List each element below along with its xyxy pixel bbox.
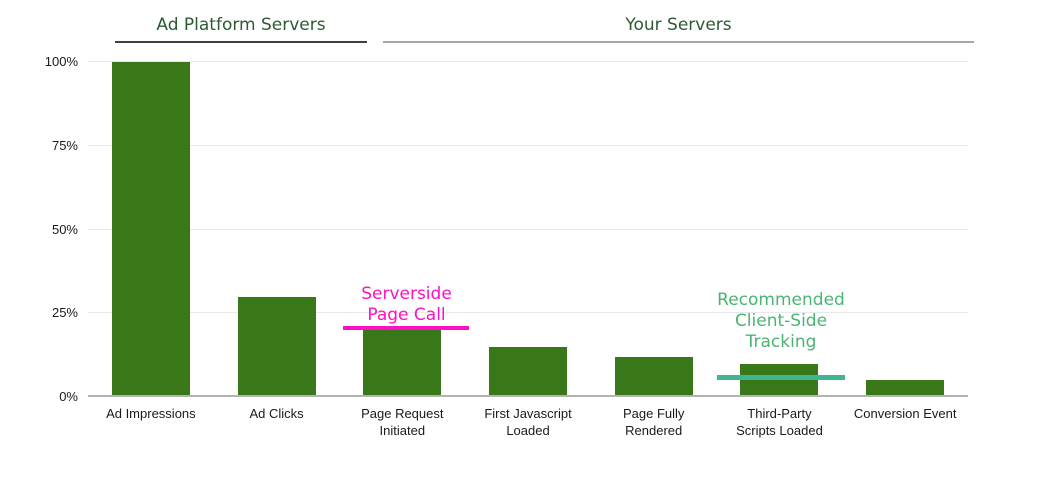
group-title-your-servers: Your Servers xyxy=(383,13,974,43)
plot-area xyxy=(88,61,968,397)
x-axis-line xyxy=(88,395,968,397)
annotation-recommended-line-2: Client-Side xyxy=(734,311,828,331)
annotation-text-0: Serverside Page Call xyxy=(336,284,477,326)
bar-page-request-initiated xyxy=(363,330,442,397)
annotation-text-1: Recommended Client-Side Tracking xyxy=(701,290,861,353)
gridline-50 xyxy=(88,228,968,230)
x-axis-label-page-request-initiated: Page Request Initiated xyxy=(361,406,444,438)
annotation-line-1 xyxy=(717,375,845,380)
y-axis: 0% 25% 50% 75% 100% xyxy=(0,54,78,404)
bar-ad-clicks xyxy=(237,296,316,397)
bar-page-fully-rendered xyxy=(614,356,693,397)
bar-third-party-scripts-loaded xyxy=(740,363,819,397)
x-axis-label-third-party-scripts-loaded: Third-Party Scripts Loaded xyxy=(736,406,823,438)
bar-slot-conversion-event xyxy=(842,62,968,397)
bars-row xyxy=(88,62,968,397)
bar-slot-ad-impressions xyxy=(88,62,214,397)
gridline-100 xyxy=(88,61,968,62)
annotation-serverside-line-1: Serverside xyxy=(361,284,452,304)
group-title-ad-platform-servers-label: Ad Platform Servers xyxy=(156,15,326,35)
bar-first-javascript-loaded xyxy=(489,346,568,397)
gridline-75 xyxy=(88,144,968,146)
annotation-line-0 xyxy=(343,326,469,330)
y-tick-label-75: 75% xyxy=(51,137,78,153)
x-axis-label-page-fully-rendered: Page Fully Rendered xyxy=(623,406,685,438)
annotation-recommended-line-3: Tracking xyxy=(745,332,817,352)
bar-slot-page-fully-rendered xyxy=(591,62,717,397)
y-tick-label-50: 50% xyxy=(51,221,78,237)
bar-slot-first-javascript-loaded xyxy=(465,62,591,397)
x-axis-label-first-javascript-loaded: First Javascript Loaded xyxy=(484,406,572,438)
y-tick-label-0: 0% xyxy=(59,389,78,404)
bar-slot-page-request-initiated xyxy=(339,62,465,397)
y-tick-label-100: 100% xyxy=(44,54,78,69)
y-tick-label-25: 25% xyxy=(51,305,78,321)
annotation-recommended-line-1: Recommended xyxy=(717,290,845,310)
x-axis-label-ad-clicks: Ad Clicks xyxy=(249,406,304,421)
x-axis-label-conversion-event: Conversion Event xyxy=(853,406,957,421)
gridline-25 xyxy=(88,312,968,314)
annotation-serverside-line-2: Page Call xyxy=(367,305,446,325)
x-axis-labels: Ad Impressions Ad Clicks Page Request Init… xyxy=(88,405,968,439)
x-axis-label-ad-impressions: Ad Impressions xyxy=(106,406,196,421)
bar-conversion-event xyxy=(866,380,945,397)
group-title-ad-platform-servers: Ad Platform Servers xyxy=(115,13,367,43)
group-title-your-servers-label: Your Servers xyxy=(625,15,732,35)
bar-slot-ad-clicks xyxy=(214,62,340,397)
bar-ad-impressions xyxy=(111,62,190,397)
bar-slot-third-party-scripts-loaded xyxy=(717,62,843,397)
